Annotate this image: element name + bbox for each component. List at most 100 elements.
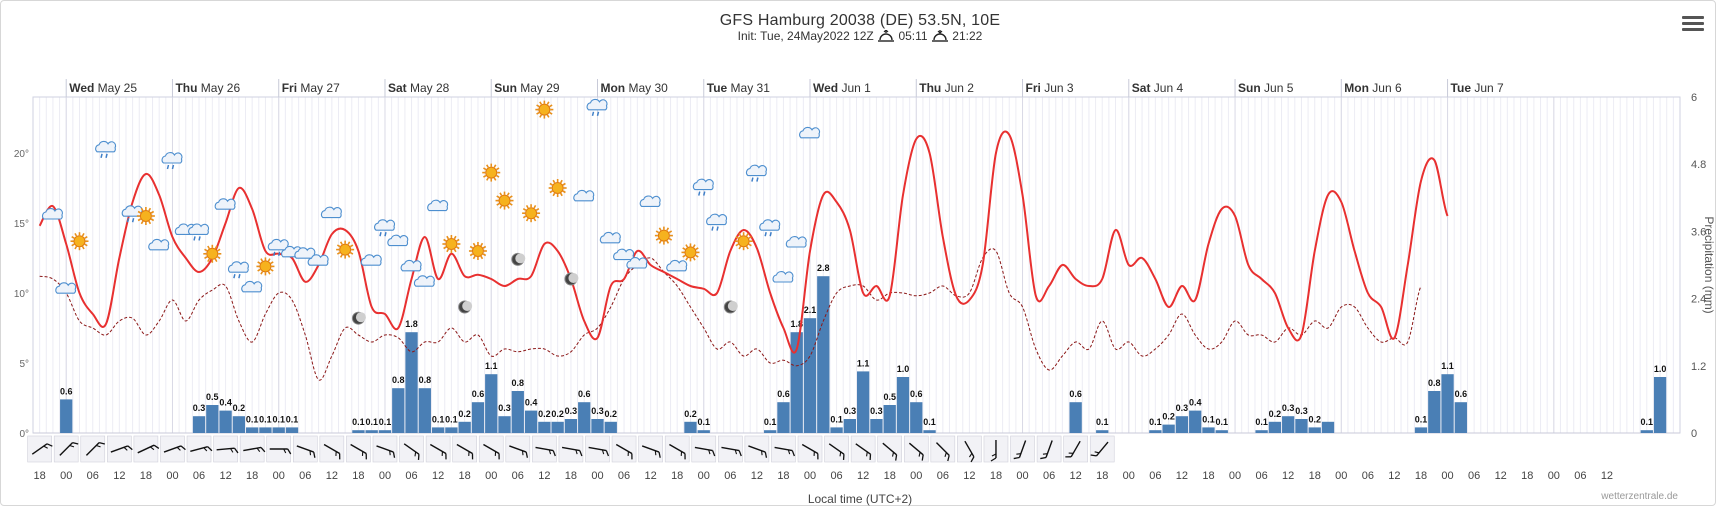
sun-icon [482, 163, 501, 182]
precip-label: 2.8 [817, 263, 830, 273]
cloud-icon [427, 199, 449, 212]
precip-bar [538, 421, 551, 433]
hour-tick: 00 [379, 470, 391, 482]
precip-label: 0.1 [352, 417, 365, 427]
hour-tick: 18 [884, 470, 896, 482]
precip-bar [192, 416, 206, 433]
hour-tick: 00 [698, 470, 710, 482]
wind-barb-icon [855, 443, 872, 461]
hour-tick: 06 [724, 470, 736, 482]
precip-bar [1428, 391, 1441, 433]
hour-tick: 12 [1388, 470, 1400, 482]
precip-label: 0.3 [498, 403, 511, 413]
day-label: Fri Jun 3 [1026, 81, 1074, 95]
cloud-icon [666, 259, 688, 272]
hour-tick: 12 [645, 470, 657, 482]
precip-label: 0.3 [1176, 403, 1189, 413]
rain-icon [706, 213, 728, 231]
wind-barb-icon [296, 445, 316, 458]
cloud-icon [613, 248, 635, 261]
precip-label: 2.1 [804, 305, 817, 315]
precip-bar [206, 405, 219, 433]
precip-label: 0.4 [219, 398, 232, 408]
hour-tick: 06 [1043, 470, 1055, 482]
y-tick-right: 4.8 [1691, 159, 1706, 171]
day-label: Fri May 27 [282, 81, 340, 95]
hour-tick: 00 [804, 470, 816, 482]
hour-tick: 00 [591, 470, 603, 482]
moon-icon [458, 300, 473, 314]
day-label: Thu May 26 [175, 81, 240, 95]
hamburger-menu-icon[interactable] [1682, 16, 1704, 36]
hour-tick: 12 [857, 470, 869, 482]
hour-tick: 06 [1149, 470, 1161, 482]
precip-label: 1.8 [405, 319, 418, 329]
sun-icon [70, 232, 89, 251]
precip-bar [1149, 430, 1162, 433]
cloud-icon [214, 198, 236, 210]
wind-barb-icon [748, 445, 768, 458]
cloud-icon [785, 236, 807, 248]
precip-label: 0.1 [1216, 417, 1229, 427]
y-tick-left: 0° [19, 429, 29, 440]
hour-tick: 06 [87, 470, 99, 482]
precip-label: 1.1 [485, 361, 498, 371]
wind-barb-icon [935, 442, 950, 462]
precip-label: 1.1 [1441, 361, 1454, 371]
precip-label: 0.1 [764, 417, 777, 427]
day-label: Tue Jun 7 [1451, 81, 1504, 95]
dewpoint-line [39, 248, 1422, 381]
day-label: Wed May 25 [69, 81, 137, 95]
precip-label: 0.1 [246, 414, 259, 424]
precip-bar [578, 402, 591, 433]
precip-bar [830, 427, 843, 433]
precip-bar [1653, 377, 1667, 433]
hour-tick: 06 [1468, 470, 1480, 482]
cloud-icon [772, 271, 794, 283]
y-tick-right: 2.4 [1691, 294, 1706, 306]
wind-barb-icon [85, 442, 105, 456]
day-label: Mon Jun 6 [1344, 81, 1402, 95]
wind-barb-icon [403, 443, 420, 461]
day-label: Sun Jun 5 [1238, 81, 1294, 95]
y-tick-left: 15° [14, 219, 29, 230]
precip-label: 0.4 [1189, 398, 1202, 408]
precip-bar [883, 405, 896, 433]
hour-tick: 12 [1176, 470, 1188, 482]
wind-barb-icon [269, 448, 292, 455]
hour-tick: 18 [459, 470, 471, 482]
wind-barb-icon [964, 440, 975, 463]
precip-label: 0.1 [1202, 414, 1215, 424]
sun-icon [256, 257, 275, 276]
wind-barb-icon [774, 446, 796, 457]
hour-tick: 18 [352, 470, 364, 482]
precip-bar [857, 371, 870, 433]
rain-icon [759, 219, 781, 237]
precip-bar [1640, 430, 1653, 433]
grid-lines [39, 97, 1674, 433]
precip-bar [1215, 430, 1228, 433]
precip-label: 0.1 [445, 414, 458, 424]
precip-bar [232, 416, 246, 433]
wind-barb-icon [535, 446, 556, 457]
precip-label: 0.6 [910, 389, 923, 399]
precip-label: 0.8 [419, 375, 432, 385]
precip-label: 0.1 [1641, 417, 1654, 427]
precip-label: 0.1 [272, 414, 285, 424]
rain-icon [161, 152, 183, 170]
precip-bar [1308, 427, 1321, 433]
wind-barb-icon [216, 447, 239, 454]
precip-bar [285, 427, 299, 433]
precip-bar [431, 427, 445, 433]
rain-icon [586, 98, 608, 116]
precip-bar [418, 388, 431, 433]
rain-icon [188, 223, 210, 241]
precip-label: 0.1 [432, 414, 445, 424]
precip-bar [1175, 416, 1189, 433]
precip-bar [803, 318, 817, 433]
sun-icon [522, 204, 541, 223]
precip-bar [272, 427, 285, 433]
wind-barb-icon [721, 446, 742, 457]
precip-bar [1096, 430, 1109, 433]
hour-tick: 06 [618, 470, 630, 482]
